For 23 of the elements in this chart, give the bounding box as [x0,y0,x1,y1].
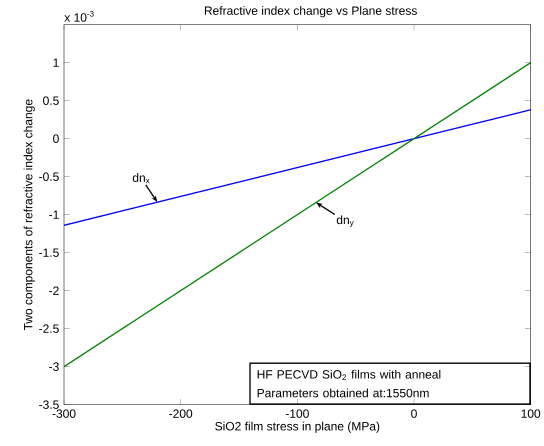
x-axis-title: SiO2 film stress in plane (MPa) [215,422,380,433]
series-label: dn$_{x}$ [132,173,150,184]
annotation: Parameters obtained at:1550nm [258,388,429,398]
y-tick-label: -1.5 [39,248,59,257]
chart-title: Refractive index change vs Plane stress [204,6,417,18]
y-tick-label: -3.5 [39,400,59,409]
y-tick-label: -2 [49,286,59,295]
y-tick-label: -2.5 [39,324,59,333]
series-label: dn$_{y}$ [336,215,354,227]
annotation: HF PECVD SiO$_{2}$ films with anneal [258,370,440,380]
x-tick-label: -300 [52,409,76,418]
x-tick-label: 100 [522,409,540,418]
x-tick-label: -100 [286,409,309,418]
y-tick-label: 1 [54,58,59,67]
y-tick-label: -3 [49,362,59,371]
text: x 10$^{-3}$ [64,10,94,22]
y-tick-label: -0.5 [39,172,59,181]
y-tick-label: -1 [49,210,59,219]
y-tick-label: 0 [53,134,59,143]
y-axis-title: Two components of refractive index change [24,100,35,330]
y-tick-label: 0.5 [43,96,59,105]
x-tick-label: 0 [411,409,417,418]
x-tick-label: -200 [169,409,192,418]
